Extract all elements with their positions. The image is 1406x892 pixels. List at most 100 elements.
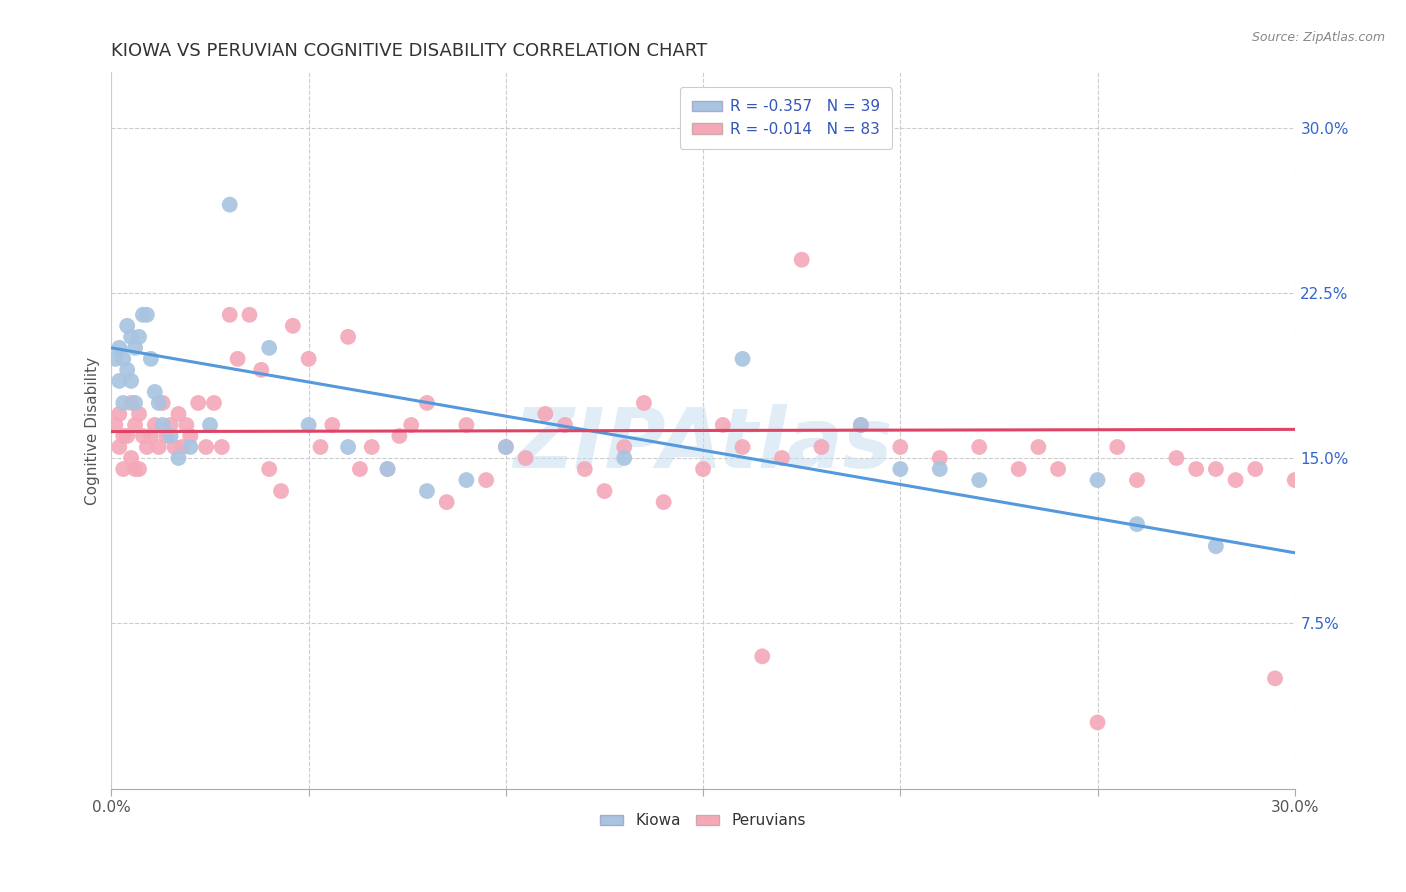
- Point: [108, 440, 131, 454]
- Point: [298, 417, 321, 432]
- Point: [652, 495, 675, 509]
- Point: [456, 473, 478, 487]
- Point: [1126, 473, 1149, 487]
- Point: [321, 417, 343, 432]
- Point: [495, 440, 517, 454]
- Point: [226, 351, 249, 366]
- Point: [211, 440, 233, 454]
- Point: [218, 197, 240, 211]
- Point: [967, 440, 990, 454]
- Point: [120, 450, 142, 465]
- Point: [711, 417, 734, 432]
- Point: [120, 330, 142, 344]
- Point: [152, 396, 174, 410]
- Point: [1225, 473, 1247, 487]
- Point: [849, 417, 872, 432]
- Point: [554, 417, 576, 432]
- Point: [1166, 450, 1188, 465]
- Point: [613, 440, 636, 454]
- Point: [104, 417, 127, 432]
- Y-axis label: Cognitive Disability: Cognitive Disability: [86, 357, 100, 505]
- Point: [132, 429, 155, 443]
- Point: [257, 341, 280, 355]
- Point: [148, 440, 170, 454]
- Point: [1126, 517, 1149, 532]
- Point: [128, 330, 150, 344]
- Legend: Kiowa, Peruvians: Kiowa, Peruvians: [595, 807, 813, 835]
- Point: [1264, 671, 1286, 685]
- Point: [1107, 440, 1129, 454]
- Point: [574, 462, 596, 476]
- Point: [167, 450, 190, 465]
- Point: [1028, 440, 1050, 454]
- Point: [337, 330, 360, 344]
- Point: [889, 462, 911, 476]
- Point: [218, 308, 240, 322]
- Point: [495, 440, 517, 454]
- Point: [298, 351, 321, 366]
- Point: [139, 429, 162, 443]
- Point: [124, 417, 146, 432]
- Point: [128, 407, 150, 421]
- Point: [436, 495, 458, 509]
- Point: [167, 407, 190, 421]
- Point: [270, 484, 292, 499]
- Point: [281, 318, 304, 333]
- Text: KIOWA VS PERUVIAN COGNITIVE DISABILITY CORRELATION CHART: KIOWA VS PERUVIAN COGNITIVE DISABILITY C…: [111, 42, 707, 60]
- Point: [179, 429, 201, 443]
- Point: [1087, 473, 1109, 487]
- Point: [108, 341, 131, 355]
- Point: [159, 417, 181, 432]
- Point: [1303, 462, 1326, 476]
- Point: [195, 440, 218, 454]
- Point: [104, 351, 127, 366]
- Point: [115, 318, 138, 333]
- Point: [633, 396, 655, 410]
- Point: [250, 363, 273, 377]
- Point: [115, 429, 138, 443]
- Point: [360, 440, 382, 454]
- Point: [143, 417, 166, 432]
- Point: [399, 417, 422, 432]
- Point: [475, 473, 498, 487]
- Point: [1047, 462, 1070, 476]
- Point: [135, 440, 157, 454]
- Text: ZIPAtlas: ZIPAtlas: [513, 404, 893, 485]
- Point: [810, 440, 832, 454]
- Point: [377, 462, 399, 476]
- Point: [108, 374, 131, 388]
- Point: [115, 363, 138, 377]
- Point: [187, 396, 209, 410]
- Point: [928, 462, 950, 476]
- Point: [515, 450, 537, 465]
- Point: [108, 407, 131, 421]
- Point: [1185, 462, 1208, 476]
- Point: [416, 484, 439, 499]
- Point: [337, 440, 360, 454]
- Point: [967, 473, 990, 487]
- Point: [198, 417, 221, 432]
- Point: [731, 440, 754, 454]
- Point: [238, 308, 260, 322]
- Point: [156, 429, 179, 443]
- Point: [889, 440, 911, 454]
- Point: [152, 417, 174, 432]
- Point: [377, 462, 399, 476]
- Point: [416, 396, 439, 410]
- Point: [849, 417, 872, 432]
- Point: [456, 417, 478, 432]
- Point: [159, 429, 181, 443]
- Point: [112, 396, 135, 410]
- Point: [172, 440, 194, 454]
- Point: [139, 351, 162, 366]
- Point: [1284, 473, 1306, 487]
- Point: [120, 374, 142, 388]
- Point: [790, 252, 813, 267]
- Point: [112, 429, 135, 443]
- Point: [124, 396, 146, 410]
- Point: [1008, 462, 1031, 476]
- Point: [349, 462, 371, 476]
- Point: [928, 450, 950, 465]
- Point: [770, 450, 793, 465]
- Point: [163, 440, 186, 454]
